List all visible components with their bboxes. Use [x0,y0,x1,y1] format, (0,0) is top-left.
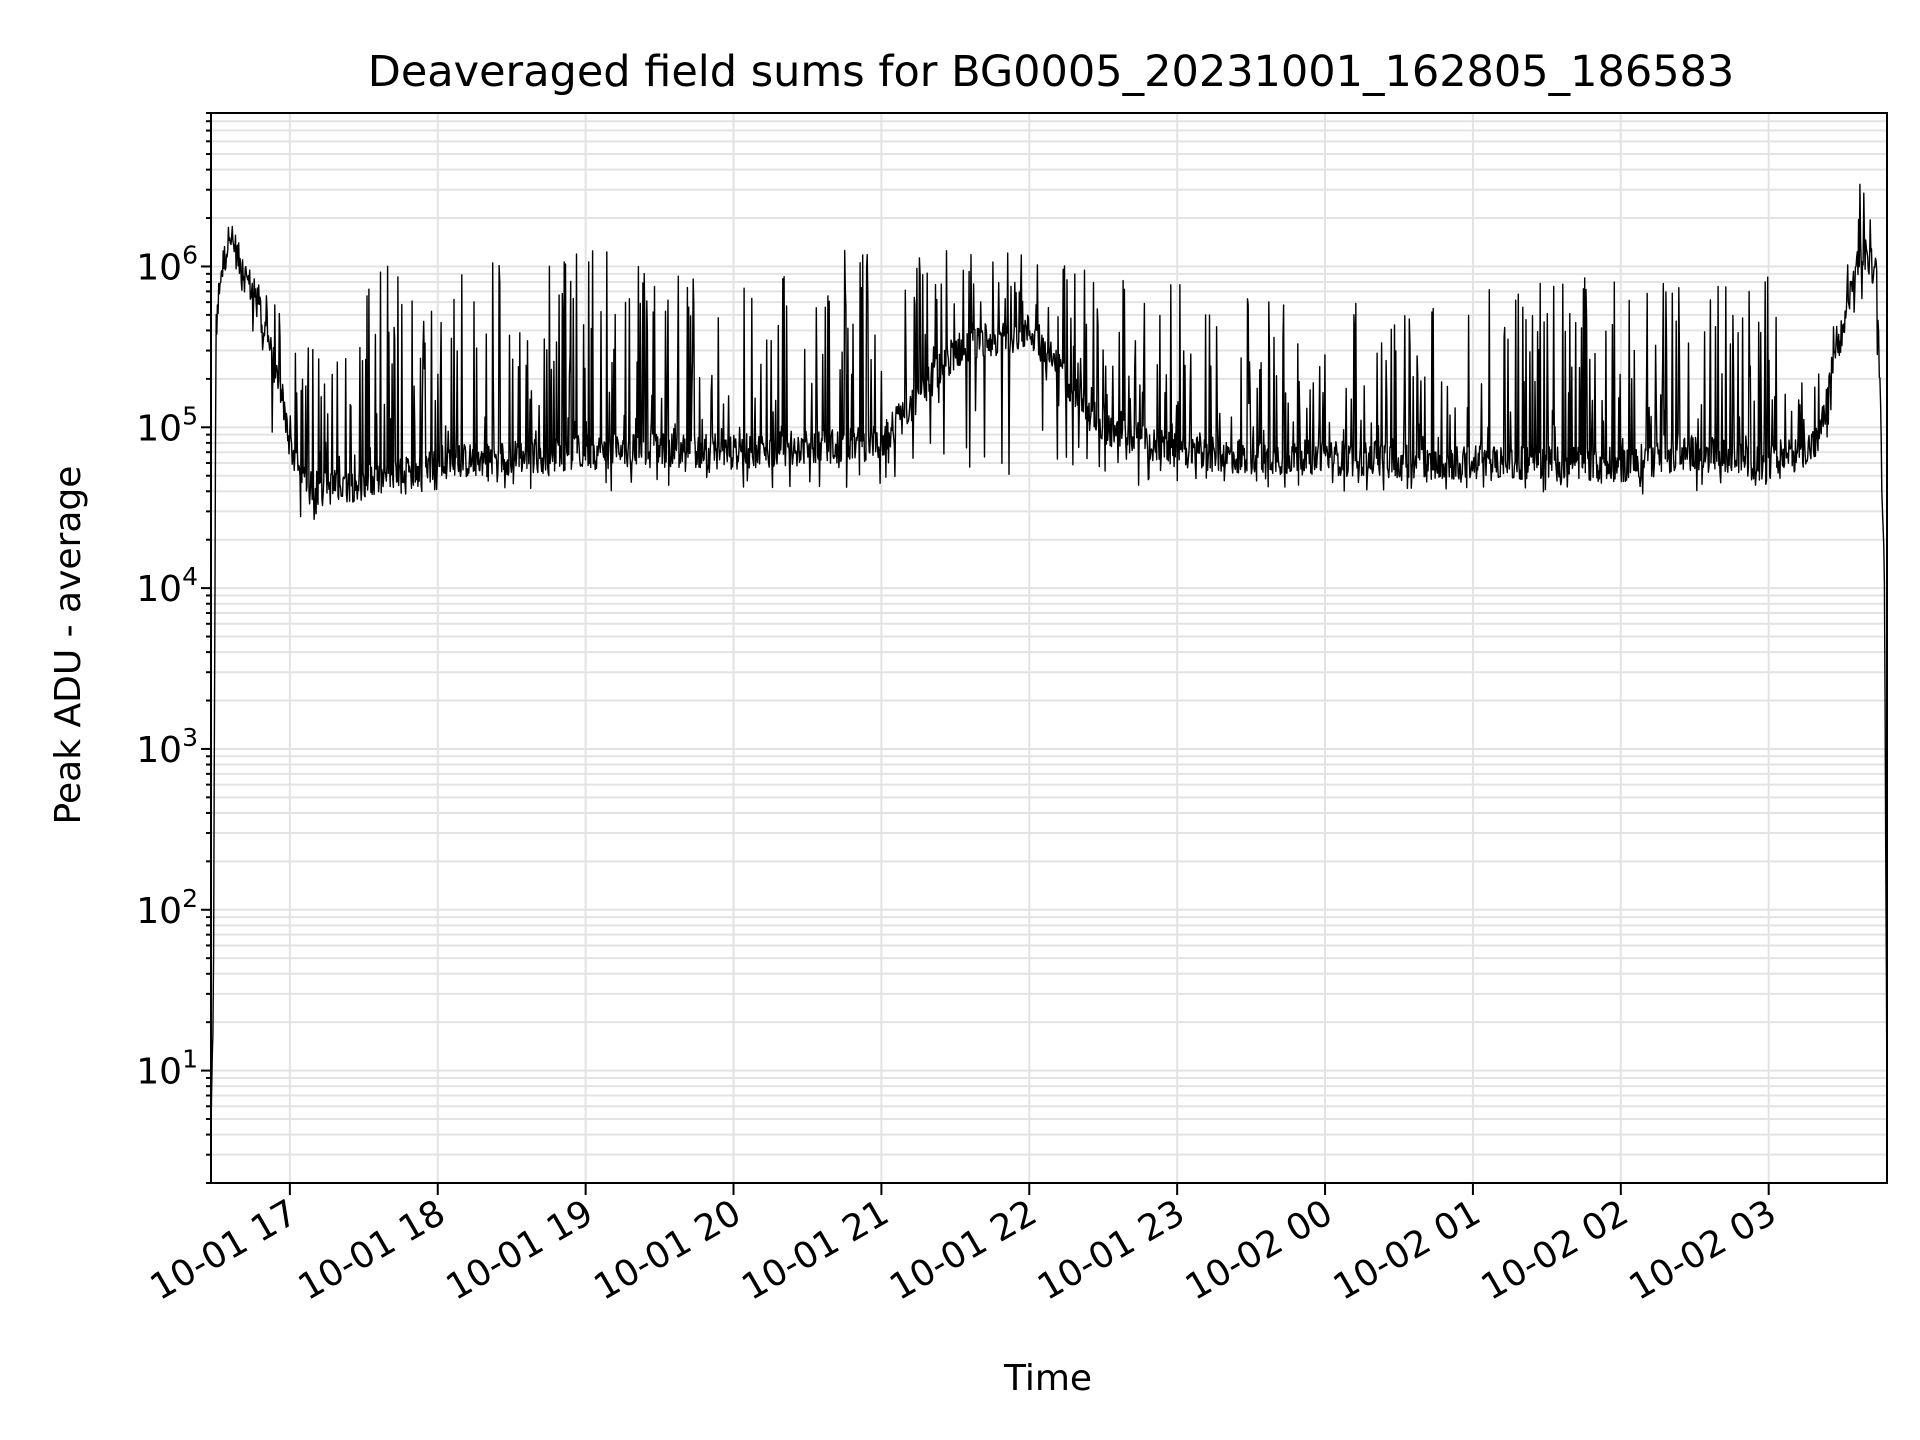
series-line [210,183,1888,1130]
data-series [210,183,1888,1130]
y-tick-label: 104 [136,562,198,610]
y-axis-label: Peak ADU - average [48,466,89,825]
y-tick-label: 105 [136,401,198,449]
grid [211,112,1887,1184]
y-tick-label: 102 [136,884,198,932]
x-axis-label: Time [1003,1358,1092,1399]
chart-title: Deaveraged field sums for BG0005_2023100… [368,47,1735,97]
y-tick-label: 106 [136,240,198,288]
plot-frame [210,112,1888,1184]
y-axis: 101 102 103 104 105 106 [136,112,211,1184]
y-tick-label: 101 [136,1045,198,1093]
y-tick-label: 103 [136,723,198,771]
